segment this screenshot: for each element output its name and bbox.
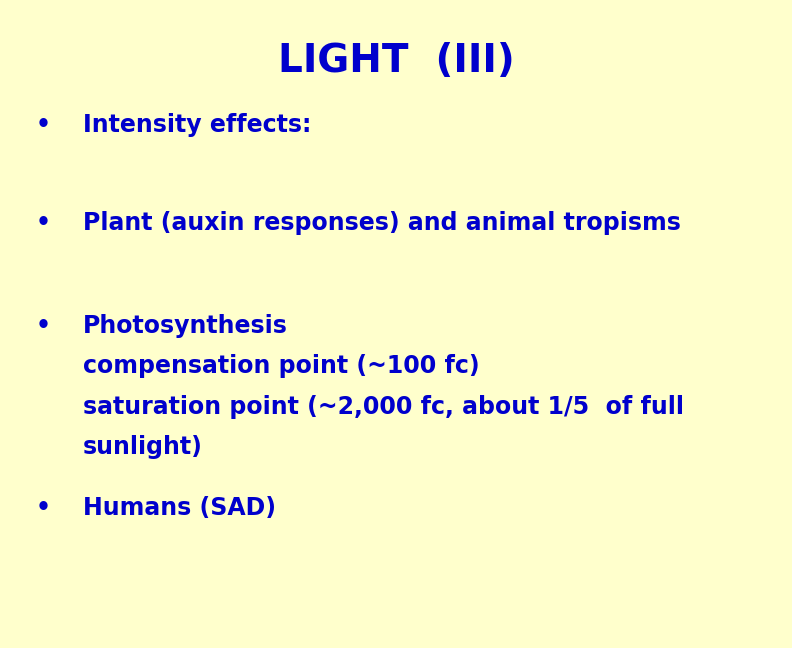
Text: •: • [36, 211, 51, 235]
Text: LIGHT  (III): LIGHT (III) [278, 42, 514, 80]
Text: Plant (auxin responses) and animal tropisms: Plant (auxin responses) and animal tropi… [83, 211, 681, 235]
Text: •: • [36, 113, 51, 137]
Text: Intensity effects:: Intensity effects: [83, 113, 311, 137]
Text: saturation point (~2,000 fc, about 1/5  of full: saturation point (~2,000 fc, about 1/5 o… [83, 395, 684, 419]
Text: compensation point (~100 fc): compensation point (~100 fc) [83, 354, 480, 378]
Text: Humans (SAD): Humans (SAD) [83, 496, 276, 520]
Text: Photosynthesis: Photosynthesis [83, 314, 288, 338]
Text: •: • [36, 314, 51, 338]
Text: •: • [36, 496, 51, 520]
Text: sunlight): sunlight) [83, 435, 203, 459]
